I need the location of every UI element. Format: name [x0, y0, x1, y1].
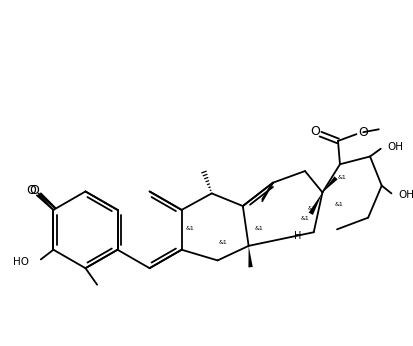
Polygon shape [322, 176, 337, 192]
Text: OH: OH [387, 142, 403, 152]
Polygon shape [308, 192, 322, 215]
Text: H: H [294, 231, 301, 241]
Text: &1: &1 [254, 226, 263, 231]
Text: O: O [26, 184, 36, 197]
Text: &1: &1 [185, 226, 194, 231]
Polygon shape [248, 246, 252, 267]
Text: &1: &1 [300, 216, 309, 221]
Text: &1: &1 [334, 202, 343, 207]
Text: HO: HO [13, 257, 29, 267]
Text: O: O [29, 184, 39, 197]
Text: OH: OH [397, 190, 413, 200]
Text: O: O [309, 125, 319, 138]
Text: &1: &1 [218, 240, 227, 245]
Bar [24, 185, 63, 219]
Text: &1: &1 [307, 207, 316, 211]
Text: O: O [358, 126, 367, 139]
Text: &1: &1 [337, 175, 346, 180]
